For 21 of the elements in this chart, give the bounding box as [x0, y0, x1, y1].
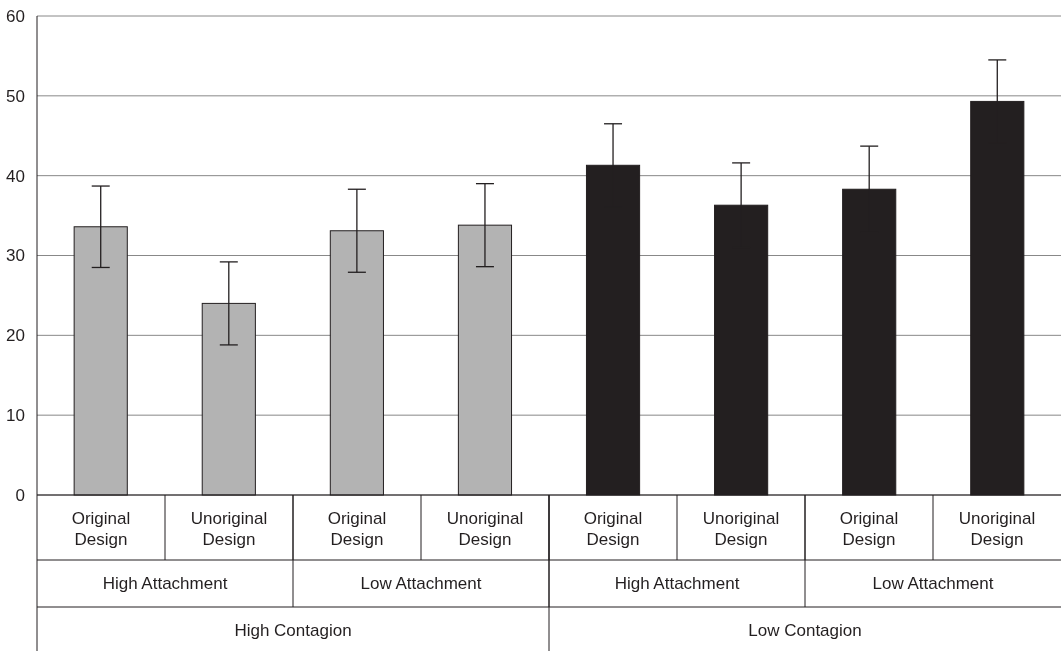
x-tick-label: Original Design — [583, 509, 643, 549]
x-tick-label: Unoriginal Design — [702, 509, 780, 549]
x-tick-label: Original Design — [839, 509, 899, 549]
text: Low Attachment — [872, 574, 994, 594]
y-tick-label: 30 — [6, 246, 25, 266]
text: High Contagion — [234, 621, 352, 641]
text: Low Attachment — [360, 574, 482, 594]
x-tick-label: Unoriginal Design — [190, 509, 268, 549]
y-tick-label: 40 — [6, 166, 25, 186]
x-tick-label: Unoriginal Design — [958, 509, 1036, 549]
text: Low Contagion — [748, 621, 862, 641]
y-tick-label: 50 — [6, 86, 25, 106]
x-tick-label: Original Design — [71, 509, 131, 549]
y-tick-label: 0 — [15, 485, 25, 505]
text: High Attachment — [102, 574, 228, 594]
x-tick-label: Unoriginal Design — [446, 509, 524, 549]
x-tick-label: Original Design — [327, 509, 387, 549]
text: High Attachment — [614, 574, 740, 594]
y-tick-label: 20 — [6, 326, 25, 346]
y-tick-label: 10 — [6, 406, 25, 426]
y-tick-label: 60 — [6, 6, 25, 26]
